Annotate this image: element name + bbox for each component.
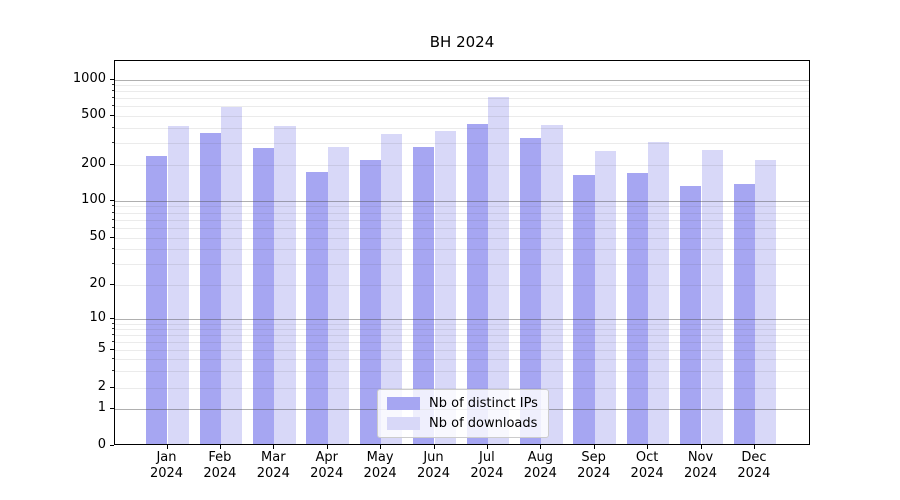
y-minor-tick: [112, 226, 114, 228]
x-tick: [647, 445, 649, 449]
y-tick-label: 20: [89, 276, 106, 291]
y-tick: [110, 284, 114, 285]
x-tick-label: Jun 2024: [416, 450, 451, 481]
x-tick: [380, 445, 382, 449]
x-tick: [540, 445, 542, 449]
y-tick: [110, 349, 114, 350]
bar-distinct-ips: [519, 138, 542, 444]
x-tick-label: Apr 2024: [310, 450, 344, 481]
x-tick: [273, 445, 275, 449]
bar-downloads: [701, 150, 723, 444]
bar-downloads: [220, 106, 243, 444]
y-minor-tick: [112, 218, 114, 220]
bar-downloads: [327, 147, 350, 444]
y-minor-tick: [112, 205, 114, 207]
y-tick-label: 1000: [72, 70, 106, 86]
y-minor-tick: [112, 105, 114, 107]
plot-area: Nb of distinct IPs Nb of downloads: [114, 60, 810, 445]
y-tick: [110, 78, 114, 80]
x-tick: [326, 445, 328, 449]
y-tick-label: 200: [81, 155, 106, 171]
x-tick: [700, 445, 702, 449]
y-tick-label: 10: [89, 309, 106, 325]
x-tick-label: Nov 2024: [683, 450, 718, 481]
x-tick-label: May 2024: [363, 450, 397, 481]
bar-downloads: [487, 96, 510, 444]
y-tick-label: 50: [89, 228, 106, 244]
y-minor-tick: [112, 369, 114, 371]
x-tick-label: Sep 2024: [577, 450, 611, 481]
bar-downloads: [541, 124, 563, 444]
bar-distinct-ips: [733, 183, 755, 444]
x-tick-label: Dec 2024: [737, 450, 771, 481]
x-tick-label: Oct 2024: [630, 450, 664, 481]
x-tick: [593, 445, 595, 449]
x-tick: [166, 445, 168, 449]
y-minor-tick: [112, 84, 114, 86]
bar-distinct-ips: [680, 185, 702, 444]
y-minor-tick: [112, 126, 114, 128]
y-tick: [110, 236, 114, 238]
bar-distinct-ips: [573, 174, 595, 444]
bar-downloads: [754, 160, 777, 444]
y-tick: [110, 199, 114, 201]
legend-swatch-downloads: [387, 417, 420, 430]
y-minor-tick: [112, 322, 114, 324]
y-minor-tick: [112, 248, 114, 250]
x-tick-label: Aug 2024: [523, 450, 557, 481]
bars-layer: [115, 61, 809, 444]
y-minor-tick: [112, 97, 114, 99]
bar-downloads: [167, 125, 189, 444]
bar-distinct-ips: [252, 148, 275, 444]
y-minor-tick: [112, 262, 114, 264]
bar-distinct-ips: [626, 173, 649, 444]
x-tick: [433, 445, 435, 449]
y-minor-tick: [112, 358, 114, 360]
y-tick-label: 0: [97, 436, 106, 452]
y-tick-label: 1: [97, 399, 106, 415]
y-minor-tick: [112, 141, 114, 143]
y-minor-tick: [112, 327, 114, 329]
bar-distinct-ips: [466, 123, 488, 444]
legend-row-downloads: Nb of downloads: [387, 416, 538, 431]
x-tick: [753, 445, 755, 449]
x-tick: [486, 445, 488, 449]
y-tick-label: 5: [97, 341, 106, 356]
bar-distinct-ips: [146, 155, 168, 444]
legend-label-distinct-ips: Nb of distinct IPs: [429, 396, 538, 411]
y-tick-label: 500: [81, 106, 106, 122]
y-minor-tick: [112, 211, 114, 213]
x-tick: [219, 445, 221, 449]
x-tick-label: Jul 2024: [470, 450, 504, 481]
bar-distinct-ips: [199, 133, 221, 444]
bar-downloads: [648, 142, 670, 444]
y-tick: [110, 163, 114, 165]
y-tick: [110, 444, 114, 446]
y-tick: [110, 407, 114, 409]
bar-downloads: [434, 131, 456, 444]
bar-distinct-ips: [413, 147, 435, 444]
bar-downloads: [381, 134, 403, 444]
bar-distinct-ips: [306, 171, 328, 444]
x-tick-label: Mar 2024: [256, 450, 290, 481]
bar-distinct-ips: [359, 160, 382, 444]
legend-label-downloads: Nb of downloads: [429, 416, 538, 431]
y-tick-label: 2: [97, 378, 106, 394]
y-minor-tick: [112, 340, 114, 342]
x-tick-label: Feb 2024: [203, 450, 237, 481]
chart-title: BH 2024: [429, 33, 495, 51]
bar-downloads: [594, 151, 617, 444]
y-minor-tick: [112, 90, 114, 92]
bar-downloads: [274, 125, 296, 444]
y-tick: [110, 386, 114, 388]
legend: Nb of distinct IPs Nb of downloads: [377, 389, 549, 438]
y-tick: [110, 317, 114, 319]
y-tick-label: 100: [81, 191, 106, 207]
x-tick-label: Jan 2024: [149, 450, 184, 481]
legend-row-distinct-ips: Nb of distinct IPs: [387, 396, 538, 411]
legend-swatch-distinct-ips: [387, 397, 420, 410]
y-tick: [110, 114, 114, 116]
y-minor-tick: [112, 333, 114, 335]
